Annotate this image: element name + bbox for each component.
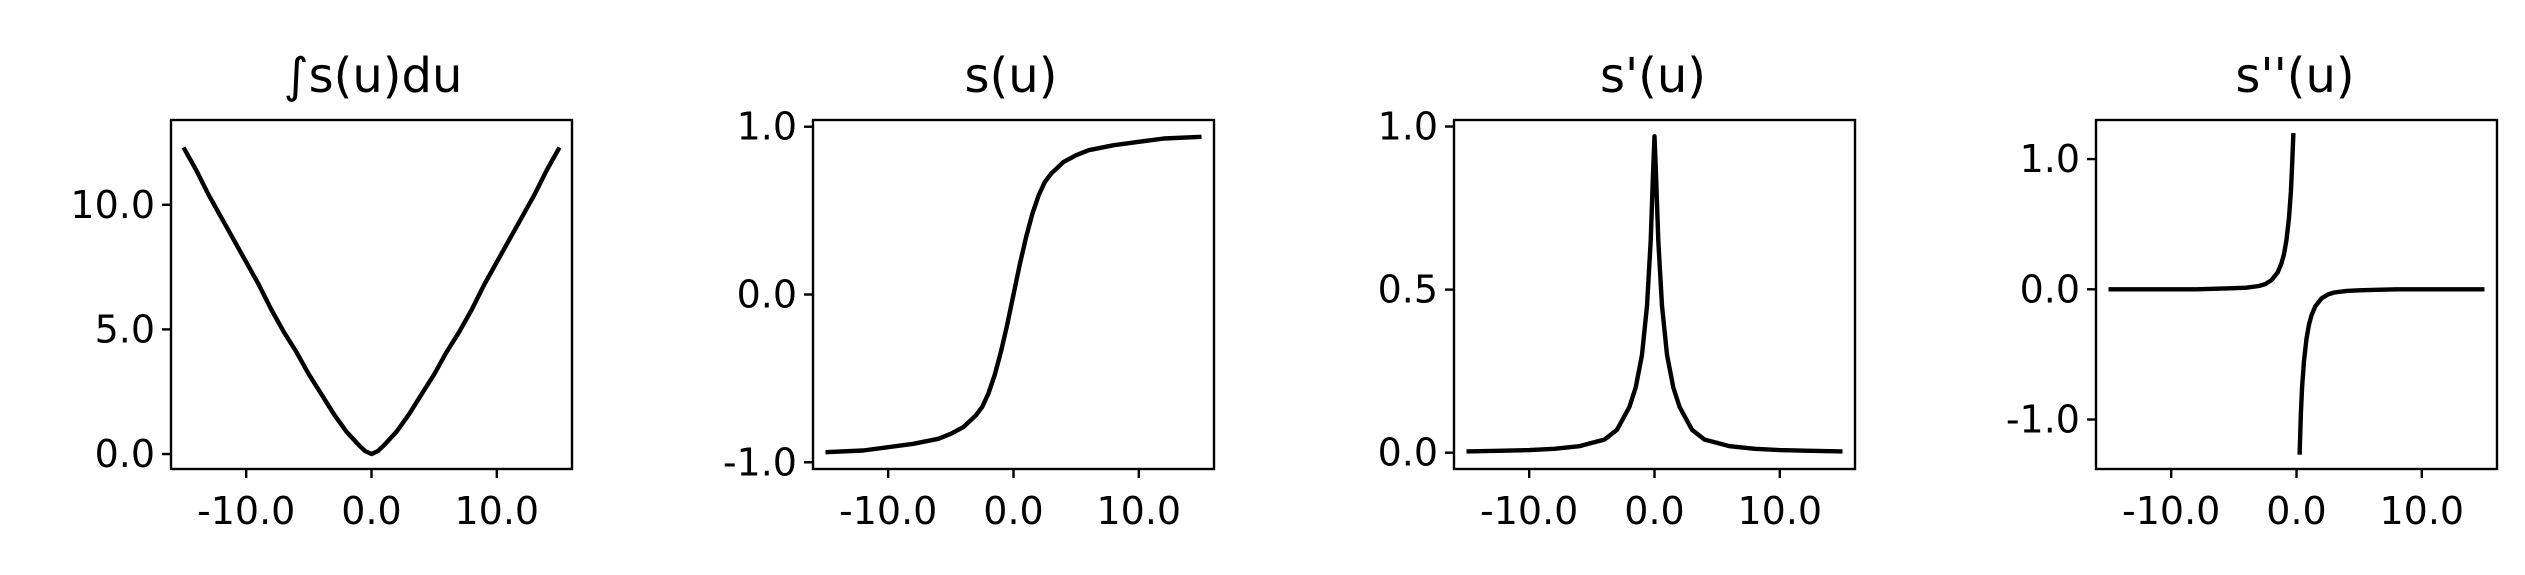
y-tick-label: 1.0 bbox=[1378, 105, 1438, 149]
series-line bbox=[2108, 132, 2296, 292]
axes-frame bbox=[811, 118, 1216, 471]
plot-area: -10.0 0.0 10.0 -1.0 0.0 1.0 bbox=[2006, 132, 2485, 533]
x-tick-label: 0.0 bbox=[1624, 489, 1684, 533]
axes-frame bbox=[1452, 118, 1857, 471]
x-tick-label: 0.0 bbox=[2266, 489, 2326, 533]
y-tick-label: -1.0 bbox=[723, 440, 797, 484]
y-tick-label: 5.0 bbox=[95, 307, 155, 351]
panel-s-double-prime: s''(u) -10.0 0.0 10.0 -1.0 0.0 1.0 bbox=[2006, 48, 2499, 533]
x-tick-label: 10.0 bbox=[2380, 489, 2465, 533]
y-tick-label: 0.0 bbox=[95, 432, 155, 476]
y-tick-label: 10.0 bbox=[70, 183, 155, 227]
y-tick-label: 1.0 bbox=[737, 105, 797, 149]
axes-frame bbox=[169, 118, 574, 471]
panel-s: s(u) -10.0 0.0 10.0 -1.0 0.0 1.0 bbox=[723, 48, 1216, 533]
panel-s-prime: s'(u) -10.0 0.0 10.0 0.0 0.5 1.0 bbox=[1378, 48, 1857, 533]
x-tick-label: 0.0 bbox=[341, 489, 401, 533]
panel-title: s'(u) bbox=[1600, 48, 1706, 104]
y-tick-label: 0.0 bbox=[737, 273, 797, 317]
panel-title: s(u) bbox=[965, 48, 1058, 104]
panel-title: ∫s(u)du bbox=[284, 48, 463, 104]
x-tick-label: -10.0 bbox=[839, 489, 937, 533]
x-tick-label: 0.0 bbox=[983, 489, 1043, 533]
panel-integral: ∫s(u)du -10.0 0.0 10.0 0.0 5.0 10.0 bbox=[70, 48, 574, 533]
series-line bbox=[825, 134, 1202, 455]
y-tick-label: 1.0 bbox=[2020, 137, 2080, 181]
plot-area: -10.0 0.0 10.0 0.0 5.0 10.0 bbox=[70, 146, 562, 533]
panel-title: s''(u) bbox=[2235, 48, 2354, 104]
series-line bbox=[181, 146, 562, 457]
y-tick-label: 0.0 bbox=[1378, 431, 1438, 475]
series-line bbox=[1466, 134, 1843, 454]
x-tick-label: 10.0 bbox=[455, 489, 540, 533]
x-tick-label: -10.0 bbox=[2122, 489, 2220, 533]
series-line bbox=[2297, 287, 2485, 455]
x-tick-label: 10.0 bbox=[1738, 489, 1823, 533]
x-tick-label: 10.0 bbox=[1097, 489, 1182, 533]
x-tick-label: -10.0 bbox=[197, 489, 295, 533]
plot-area: -10.0 0.0 10.0 -1.0 0.0 1.0 bbox=[723, 105, 1202, 533]
axes-frame bbox=[2094, 118, 2499, 471]
plot-area: -10.0 0.0 10.0 0.0 0.5 1.0 bbox=[1378, 105, 1843, 533]
y-tick-label: 0.5 bbox=[1378, 268, 1438, 312]
y-tick-label: -1.0 bbox=[2006, 398, 2080, 442]
x-tick-label: -10.0 bbox=[1480, 489, 1578, 533]
y-tick-label: 0.0 bbox=[2020, 267, 2080, 311]
